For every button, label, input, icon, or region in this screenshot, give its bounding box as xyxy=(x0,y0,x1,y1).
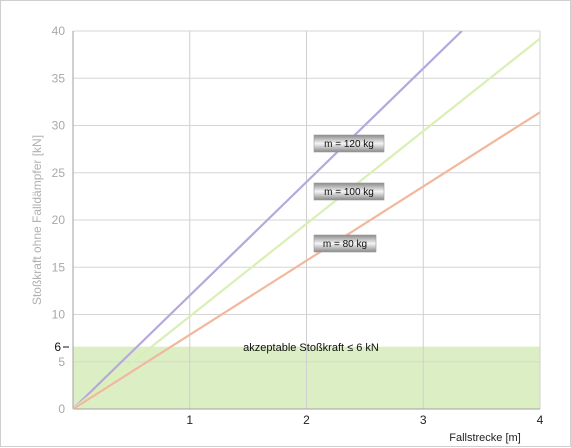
x-tick-label: 3 xyxy=(420,413,427,427)
y-axis-title: Stoßkraft ohne Falldämpfer [kN] xyxy=(30,135,44,305)
series-line xyxy=(73,31,463,409)
y-tick-label: 30 xyxy=(52,119,66,133)
series-line xyxy=(73,37,540,409)
y-tick-label: 25 xyxy=(52,166,66,180)
y-tick-label: 10 xyxy=(52,308,66,322)
series-label: m = 80 kg xyxy=(323,239,367,250)
y-tick-label: 40 xyxy=(52,24,66,38)
x-tick-label: 2 xyxy=(303,413,310,427)
y-tick-label: 15 xyxy=(52,260,66,274)
limit-label: 6 xyxy=(54,340,61,354)
series-label: m = 120 kg xyxy=(324,139,374,150)
x-axis-title: Fallstrecke [m] xyxy=(449,432,521,444)
series-label: m = 100 kg xyxy=(324,187,374,198)
series-line xyxy=(73,111,540,409)
acceptable-zone-label: akzeptable Stoßkraft ≤ 6 kN xyxy=(243,342,379,354)
y-tick-label: 5 xyxy=(58,355,65,369)
y-tick-label: 35 xyxy=(52,71,66,85)
x-tick-label: 4 xyxy=(537,413,544,427)
y-tick-label: 20 xyxy=(52,213,66,227)
series-label-box xyxy=(313,134,385,153)
x-tick-label: 1 xyxy=(186,413,193,427)
series-label-box xyxy=(313,234,377,253)
series-label-box xyxy=(313,182,385,201)
y-tick-label: 0 xyxy=(58,402,65,416)
